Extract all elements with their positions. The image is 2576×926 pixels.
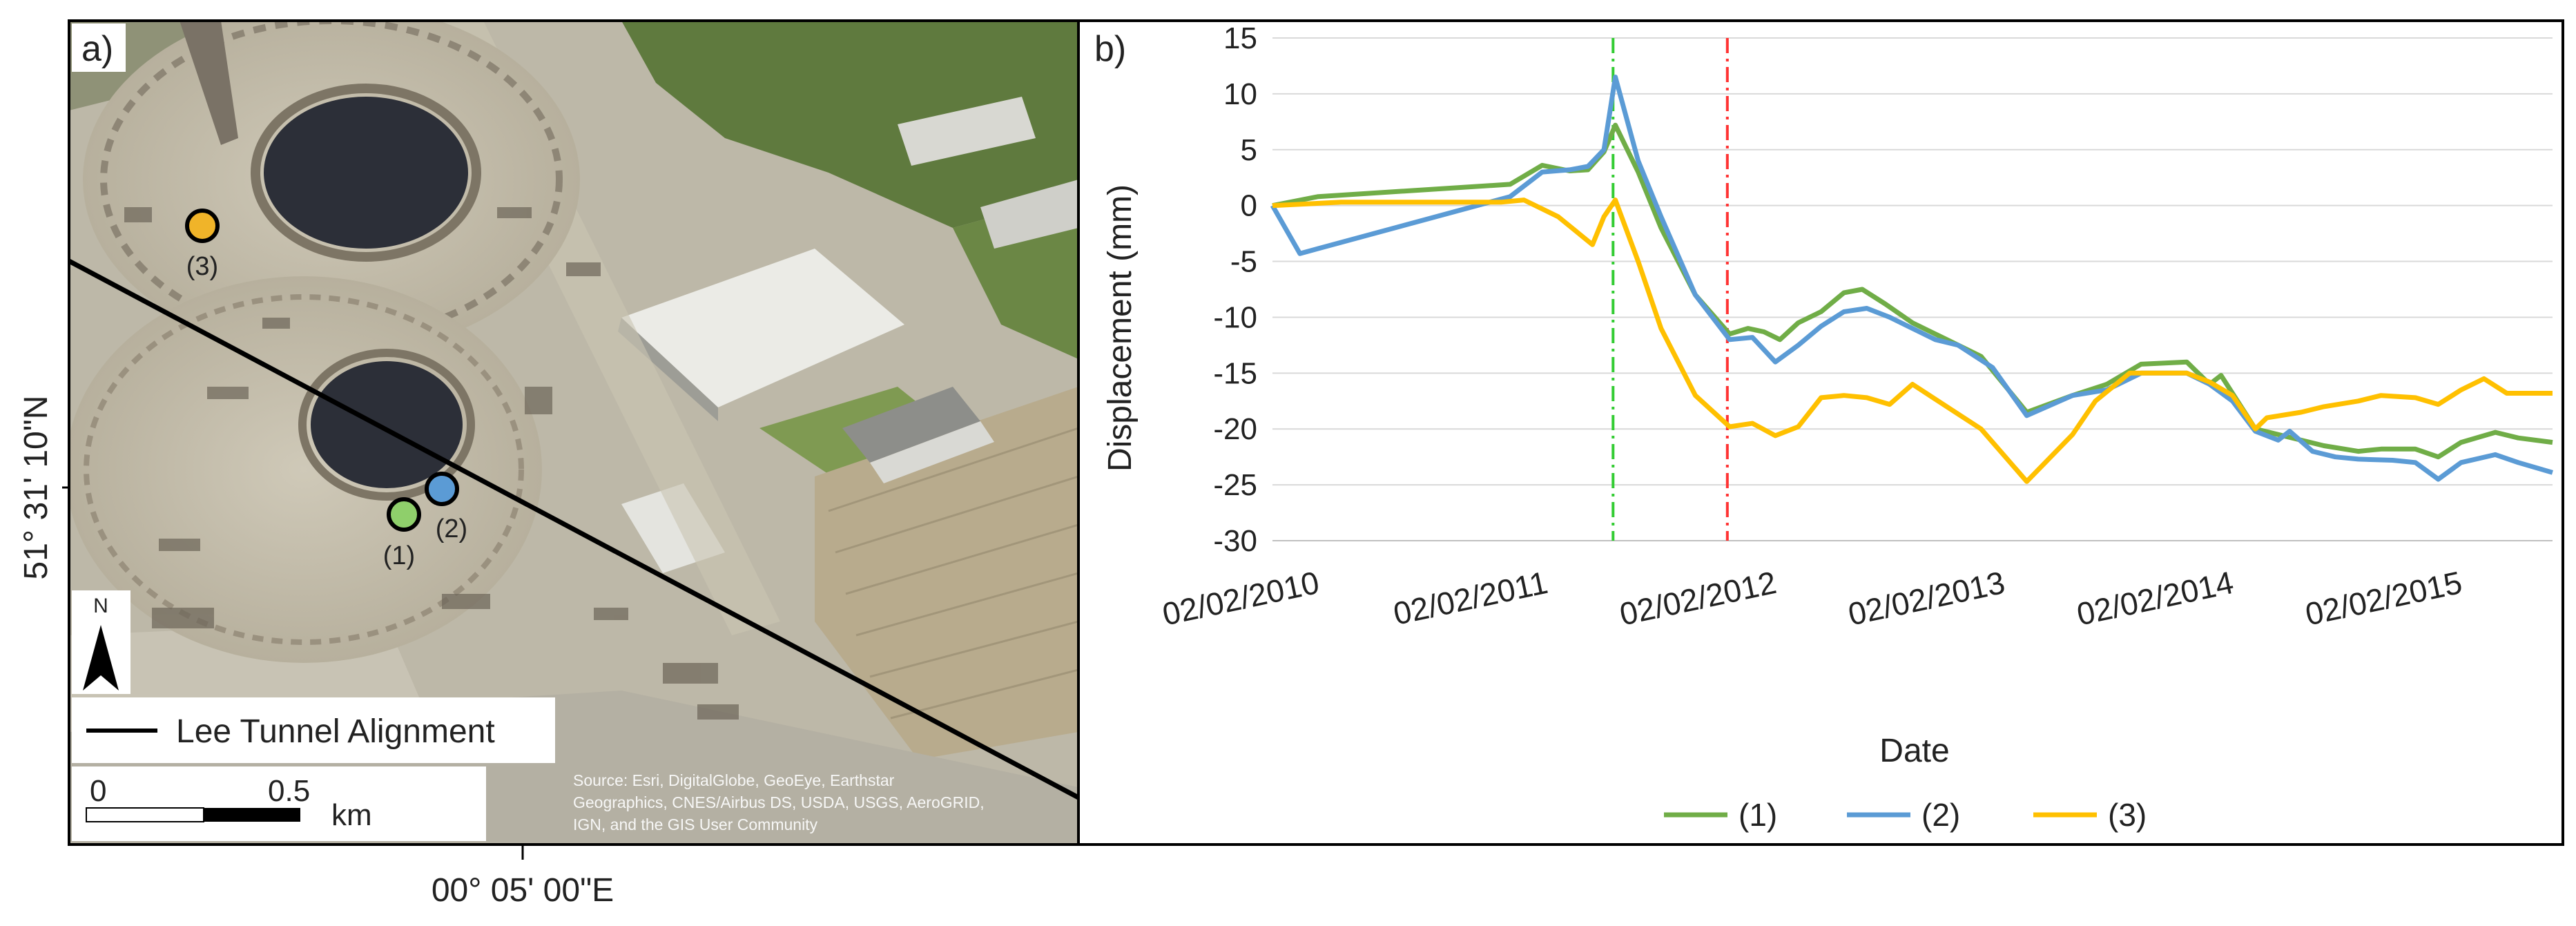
north-label: N — [93, 595, 108, 617]
north-arrow: N — [72, 590, 130, 694]
map-point-2: (2) — [425, 472, 467, 543]
scale-zero: 0 — [90, 774, 106, 808]
scale-unit: km — [331, 798, 372, 832]
north-arrow-icon — [83, 625, 119, 691]
y-axis-ticks: 15 10 5 0 -5 -10 -15 -20 -25 -30 — [1213, 21, 1257, 558]
map-attribution: Source: Esri, DigitalGlobe, GeoEye, Eart… — [573, 771, 985, 833]
map-panel: (1) (2) (3) Source: Esri, DigitalGlobe, … — [18, 19, 1080, 909]
map-point-2-label: (2) — [436, 514, 467, 543]
svg-text:IGN, and the GIS User Communit: IGN, and the GIS User Community — [573, 816, 818, 833]
map-legend: Lee Tunnel Alignment — [72, 697, 555, 763]
map-point-3-label: (3) — [186, 252, 218, 281]
latitude-label: 51° 31' 10"N — [18, 396, 55, 580]
legend-label-3: (3) — [2108, 797, 2147, 833]
svg-text:Source: Esri, DigitalGlobe, Ge: Source: Esri, DigitalGlobe, GeoEye, Eart… — [573, 771, 895, 789]
legend-label-2: (2) — [1921, 797, 1960, 833]
svg-text:Geographics, CNES/Airbus DS, U: Geographics, CNES/Airbus DS, USDA, USGS,… — [573, 793, 985, 811]
series-line-1 — [1272, 122, 2553, 460]
y-tick-label: 15 — [1223, 21, 1257, 55]
chart-gridlines — [1272, 37, 2553, 541]
y-tick-label: -10 — [1213, 300, 1257, 334]
x-axis-label: Date — [1879, 733, 1949, 769]
longitude-label: 00° 05' 00"E — [432, 872, 614, 909]
tunnel-alignment-line — [69, 258, 1078, 800]
panel-a-label: a) — [81, 29, 113, 69]
series-line-3 — [1272, 197, 2553, 484]
chart-series — [1270, 75, 2553, 484]
y-tick-label: 0 — [1241, 189, 1257, 223]
y-tick-label: -15 — [1213, 356, 1257, 390]
event-lines — [1611, 38, 1729, 541]
map-point-3: (3) — [185, 209, 220, 281]
scale-half: 0.5 — [268, 774, 310, 808]
y-tick-label: -5 — [1230, 245, 1257, 279]
y-tick-label: -25 — [1213, 468, 1257, 502]
y-axis-label: Displacement (mm) — [1102, 184, 1139, 472]
map-point-1-label: (1) — [383, 541, 415, 570]
y-tick-label: 10 — [1223, 77, 1257, 111]
chart-legend: (1) (2) (3) — [1664, 797, 2147, 833]
panel-b-label: b) — [1094, 29, 1126, 69]
y-tick-label: 5 — [1241, 133, 1257, 167]
map-point-1: (1) — [383, 497, 421, 570]
legend-label-1: (1) — [1739, 797, 1777, 833]
scale-bar: 0 0.5 km — [72, 766, 486, 841]
legend-label: Lee Tunnel Alignment — [176, 713, 495, 750]
y-tick-label: -20 — [1213, 412, 1257, 446]
series-line-2 — [1270, 75, 2553, 482]
y-tick-label: -30 — [1213, 524, 1257, 558]
